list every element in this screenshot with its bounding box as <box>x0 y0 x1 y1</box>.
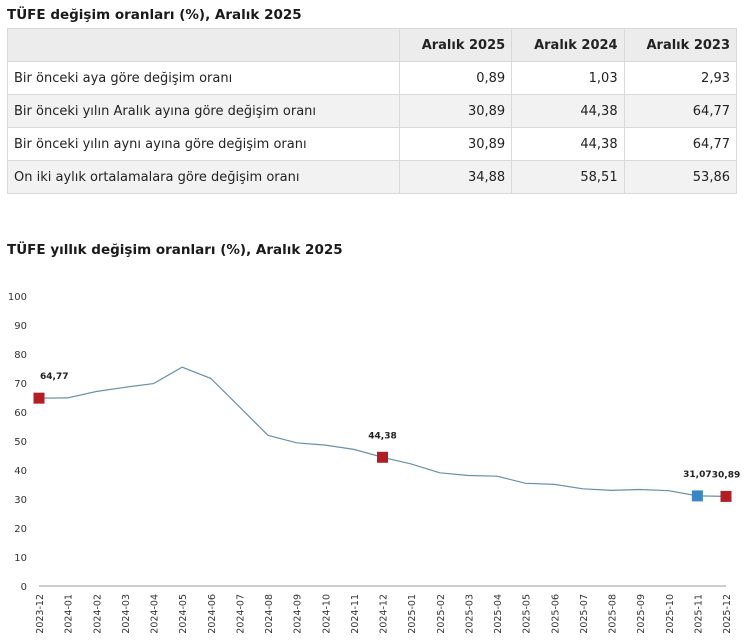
y-tick-label: 0 <box>21 582 27 593</box>
x-tick-label: 2025-06 <box>550 594 561 634</box>
cell-value: 34,88 <box>398 160 513 194</box>
cell-value: 30,89 <box>398 127 513 161</box>
x-tick-label: 2024-04 <box>150 594 161 634</box>
y-tick-label: 60 <box>14 408 27 419</box>
y-tick-label: 50 <box>14 437 27 448</box>
x-tick-label: 2024-07 <box>235 594 246 634</box>
table-row: Bir önceki aya göre değişim oranı 0,89 1… <box>7 61 738 95</box>
row-label: On iki aylık ortalamalara göre değişim o… <box>7 160 400 194</box>
x-tick-label: 2025-11 <box>693 594 704 634</box>
header-dec-2023: Aralık 2023 <box>623 28 738 62</box>
cell-value: 30,89 <box>398 94 513 128</box>
row-label: Bir önceki yılın Aralık ayına göre değiş… <box>7 94 400 128</box>
cell-value: 64,77 <box>623 127 738 161</box>
x-tick-label: 2025-03 <box>464 594 475 634</box>
data-label: 64,77 <box>40 372 68 382</box>
data-label: 30,89 <box>712 470 740 480</box>
x-tick-label: 2024-06 <box>207 594 218 634</box>
x-tick-label: 2024-12 <box>379 594 390 634</box>
x-tick-label: 2024-10 <box>321 594 332 634</box>
y-tick-label: 10 <box>14 553 27 564</box>
x-tick-label: 2024-03 <box>121 594 132 634</box>
cell-value: 58,51 <box>511 160 625 194</box>
data-label: 44,38 <box>368 431 396 441</box>
x-tick-label: 2025-10 <box>665 594 676 634</box>
cell-value: 44,38 <box>511 127 625 161</box>
y-tick-label: 100 <box>8 292 27 303</box>
x-tick-label: 2024-01 <box>64 594 75 634</box>
table-title: TÜFE değişim oranları (%), Aralık 2025 <box>7 7 302 23</box>
cell-value: 0,89 <box>398 61 513 95</box>
cell-value: 44,38 <box>511 94 625 128</box>
x-tick-label: 2025-12 <box>722 594 733 634</box>
x-tick-label: 2023-12 <box>35 594 46 634</box>
cell-value: 1,03 <box>511 61 625 95</box>
x-tick-label: 2024-11 <box>350 594 361 634</box>
data-point-marker <box>33 392 45 404</box>
header-label <box>7 28 400 62</box>
x-tick-label: 2025-02 <box>436 594 447 634</box>
y-tick-label: 80 <box>14 350 27 361</box>
y-tick-label: 30 <box>14 495 27 506</box>
x-tick-label: 2024-02 <box>92 594 103 634</box>
x-tick-label: 2025-07 <box>579 594 590 634</box>
data-point-marker <box>377 451 388 463</box>
y-tick-label: 40 <box>14 466 27 477</box>
y-tick-label: 20 <box>14 524 27 535</box>
cpi-change-table: Aralık 2025 Aralık 2024 Aralık 2023 Bir … <box>7 28 738 194</box>
table-row: Bir önceki yılın aynı ayına göre değişim… <box>7 127 738 161</box>
header-dec-2024: Aralık 2024 <box>511 28 625 62</box>
data-label: 31,07 <box>683 470 711 480</box>
cell-value: 2,93 <box>623 61 738 95</box>
x-tick-label: 2024-09 <box>293 594 304 634</box>
table-row: On iki aylık ortalamalara göre değişim o… <box>7 160 738 194</box>
data-point-marker <box>691 490 703 502</box>
data-point-marker <box>720 490 732 502</box>
x-tick-label: 2025-01 <box>407 594 418 634</box>
header-dec-2025: Aralık 2025 <box>398 28 513 62</box>
row-label: Bir önceki aya göre değişim oranı <box>7 61 400 95</box>
x-tick-label: 2025-04 <box>493 594 504 634</box>
x-tick-label: 2025-05 <box>522 594 533 634</box>
x-tick-label: 2024-08 <box>264 594 275 634</box>
y-tick-label: 70 <box>14 379 27 390</box>
cell-value: 53,86 <box>623 160 738 194</box>
x-tick-label: 2024-05 <box>178 594 189 634</box>
x-tick-label: 2025-08 <box>608 594 619 634</box>
chart-title: TÜFE yıllık değişim oranları (%), Aralık… <box>7 242 343 258</box>
y-tick-label: 90 <box>14 321 27 332</box>
x-tick-label: 2025-09 <box>636 594 647 634</box>
row-label: Bir önceki yılın aynı ayına göre değişim… <box>7 127 400 161</box>
cpi-annual-line-chart: 0 10 20 30 40 50 60 70 80 90 100 2023-12 2024-01 2024… <box>8 292 740 634</box>
table-row: Bir önceki yılın Aralık ayına göre değiş… <box>7 94 738 128</box>
table-header-row: Aralık 2025 Aralık 2024 Aralık 2023 <box>7 28 738 62</box>
cell-value: 64,77 <box>623 94 738 128</box>
